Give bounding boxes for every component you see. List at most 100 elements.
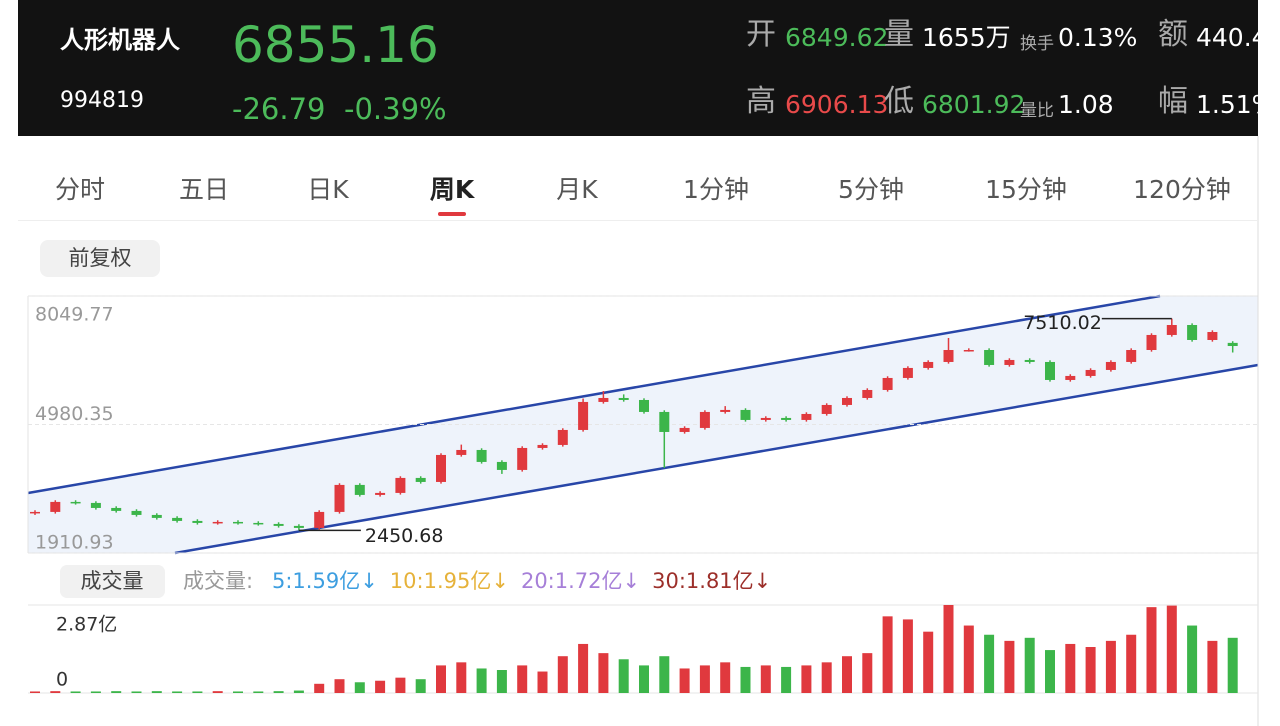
candle-body [1065, 375, 1076, 380]
candle-body [984, 349, 995, 365]
tab[interactable]: 15分钟 [985, 175, 1067, 204]
volume-bar [517, 665, 528, 693]
stat-label: 高 [746, 84, 776, 119]
legend-entry: 30:1.81亿↓ [652, 569, 771, 593]
stat-label: 低 [884, 84, 914, 119]
volume-bar [902, 619, 913, 693]
stat-value: 1.08 [1058, 90, 1114, 119]
volume-bar [151, 691, 162, 693]
candle-body [1227, 342, 1238, 347]
candle-body [436, 454, 446, 482]
candle-body [70, 501, 81, 504]
candle-body [1045, 361, 1055, 380]
volume-bar [476, 668, 487, 693]
volume-bar [639, 665, 649, 693]
volume-bar [618, 659, 629, 693]
legend-entry: 5:1.59亿↓ [272, 569, 378, 593]
candle-body [375, 492, 386, 495]
tab[interactable]: 日K [307, 175, 349, 204]
stat-label: 额 [1158, 17, 1188, 52]
candle-body [334, 484, 345, 512]
tab[interactable]: 5分钟 [838, 175, 904, 204]
volume-bar [233, 691, 243, 693]
volume-bar [293, 690, 304, 693]
y-tick-label: 4980.35 [35, 403, 114, 425]
candle-body [233, 521, 243, 524]
candle-body [598, 397, 609, 402]
volume-bar [415, 679, 426, 693]
volume-bar [172, 691, 183, 693]
volume-bar [862, 653, 873, 693]
index-code: 994819 [60, 88, 144, 113]
volume-bar [679, 668, 690, 693]
candle-body [821, 404, 832, 414]
volume-bar [30, 691, 40, 693]
candle-body [659, 411, 670, 432]
tab[interactable]: 1分钟 [683, 175, 749, 204]
volume-bar [1065, 643, 1076, 693]
adjust-button[interactable]: 前复权 [40, 240, 160, 277]
candle-body [395, 477, 406, 493]
stat-label: 量 [884, 17, 914, 52]
channel-upper [27, 294, 1161, 495]
candle-body [1024, 359, 1035, 362]
tab[interactable]: 120分钟 [1133, 175, 1231, 204]
candle-body [1166, 325, 1177, 335]
stat-value: 0.13% [1058, 23, 1138, 52]
volume-bar [1045, 650, 1055, 693]
volume-bar [821, 662, 832, 693]
volume-bar [1166, 605, 1177, 693]
volume-bar [760, 665, 771, 693]
candle-body [30, 511, 40, 514]
tab[interactable]: 月K [556, 175, 598, 204]
tab-bar [18, 136, 1258, 221]
volume-bar [436, 665, 446, 693]
tab-active[interactable]: 周K [429, 175, 475, 204]
candle-body [720, 409, 731, 412]
tab[interactable]: 五日 [178, 175, 230, 204]
volume-bar [212, 691, 223, 693]
channel-lower [174, 363, 1259, 555]
change: -26.79 [232, 92, 326, 126]
stat-value: 1655万 [922, 23, 1011, 52]
volume-bar [253, 691, 264, 693]
candle-body [172, 517, 183, 521]
candle-body [639, 399, 649, 412]
header: 人形机器人 994819 6855.16 -26.79 -0.39% 开 684… [18, 0, 1258, 136]
volume-bar [192, 691, 203, 693]
stat-label: 换手 [1020, 34, 1054, 54]
tab[interactable]: 分时 [54, 175, 106, 204]
candle-body [212, 521, 223, 524]
volume-bar [984, 634, 995, 693]
candle-body [476, 449, 487, 462]
candle-body [1004, 359, 1015, 365]
volume-bar [395, 677, 406, 693]
candle-body [943, 349, 954, 362]
candle-body [679, 427, 690, 432]
legend-entry: 10:1.95亿↓ [390, 569, 509, 593]
candle-body [963, 349, 974, 352]
candle-body [456, 449, 467, 455]
volume-bar [557, 656, 568, 693]
volume-bar [578, 643, 589, 693]
candle-body [253, 522, 264, 525]
volume-bar [131, 691, 142, 693]
volume-bar [1187, 625, 1198, 693]
volume-bar [375, 680, 386, 693]
candle-body [760, 417, 771, 420]
stat-label: 量比 [1020, 101, 1054, 121]
volume-bar [1146, 607, 1157, 693]
candle-body [90, 502, 101, 508]
price: 6855.16 [232, 16, 439, 74]
volume-bar [598, 653, 609, 693]
candle-body [1207, 331, 1218, 340]
stat-value: 6906.13 [785, 90, 889, 119]
volume-bar [1105, 640, 1116, 693]
stat-value: 440.4 [1196, 23, 1258, 52]
volume-bar [659, 656, 670, 693]
y-tick-label: 8049.77 [35, 304, 114, 326]
candle-body [578, 401, 589, 430]
volume-bar [273, 691, 284, 693]
volume-bar [963, 625, 974, 693]
